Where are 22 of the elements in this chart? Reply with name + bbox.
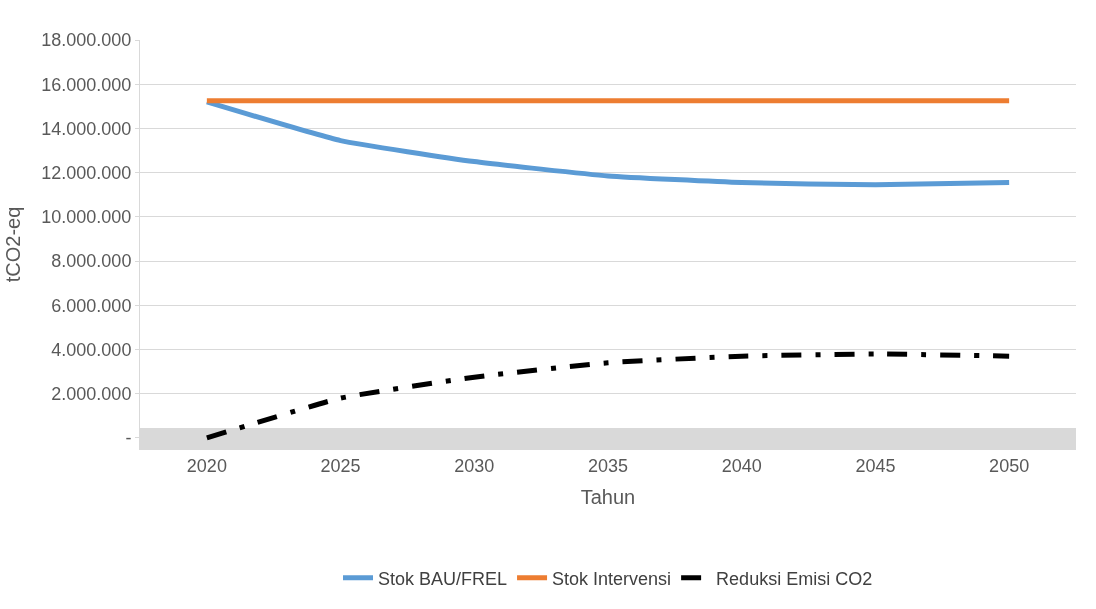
y-tick-label: 4.000.000: [51, 339, 132, 360]
y-tick-label: 12.000.000: [41, 162, 132, 183]
x-axis-title: Tahun: [580, 486, 636, 509]
y-axis-title: tCO2-eq: [1, 206, 24, 283]
y-tick-label: 14.000.000: [41, 118, 132, 139]
x-tick-label: 2040: [721, 455, 762, 476]
x-tick-label: 2020: [186, 455, 227, 476]
x-tick-label: 2035: [587, 455, 629, 476]
y-tick-label: -: [125, 428, 132, 449]
y-tick-label: 10.000.000: [41, 207, 132, 228]
y-tick-label: 2.000.000: [51, 384, 132, 405]
x-tick-label: 2045: [855, 455, 896, 476]
x-tick-label: 2030: [454, 455, 495, 476]
x-tick-label: 2025: [320, 455, 361, 476]
y-tick-label: 8.000.000: [51, 251, 132, 272]
y-tick-label: 16.000.000: [41, 74, 132, 95]
legend-label: Stok Intervensi: [552, 568, 672, 589]
x-tick-label: 2050: [989, 455, 1030, 476]
legend-label: Reduksi Emisi CO2: [716, 568, 873, 589]
y-tick-label: 18.000.000: [41, 30, 132, 51]
y-tick-label: 6.000.000: [51, 295, 132, 316]
legend-label: Stok BAU/FREL: [378, 568, 508, 589]
